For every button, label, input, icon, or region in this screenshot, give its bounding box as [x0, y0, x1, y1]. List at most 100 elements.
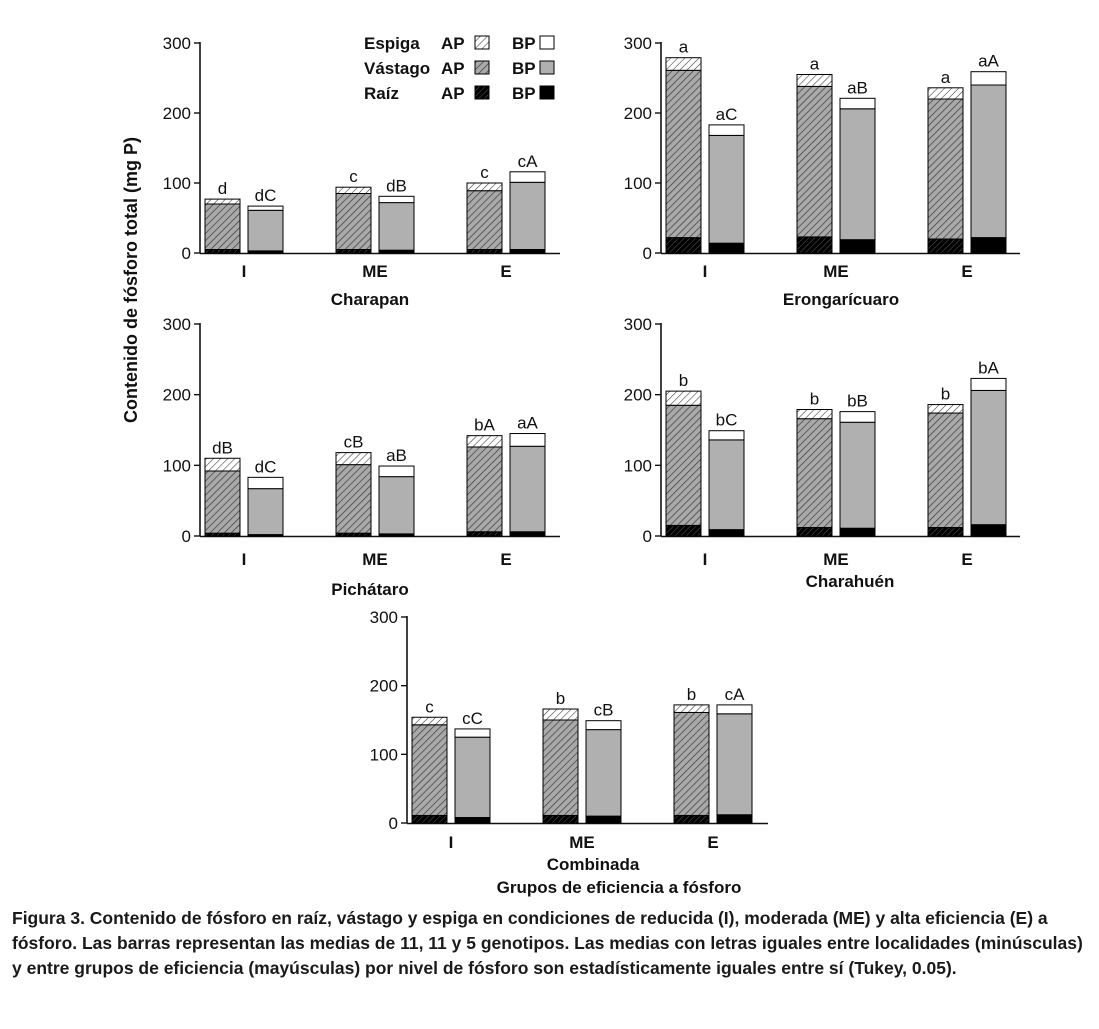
- panel-5-y-tick-label: 0: [389, 814, 398, 833]
- panel-1-bar-ap-me-spike: [335, 186, 372, 194]
- panel-1-bar-ap-e-stem: [466, 190, 503, 250]
- legend-label-raiz: Raíz: [364, 84, 399, 103]
- panel-2-bar-bp-me-spike: [839, 97, 876, 110]
- panel-5-bar-ap-me-root: [542, 814, 579, 824]
- panel-5-bar-ap-e-stem: [673, 711, 710, 816]
- panel-2-bar-ap-e-stem: [927, 98, 964, 240]
- panel-1-bar-bp-me-stem: [378, 202, 415, 251]
- panel-5-bar-bp-i-root: [454, 817, 491, 824]
- legend-label-espiga: Espiga: [364, 34, 420, 53]
- panel-4-bar-bp-e-root: [970, 524, 1007, 537]
- panel-2-category-label: I: [703, 262, 708, 281]
- panel-2-category-label: E: [961, 262, 972, 281]
- panel-3-letter-bp-me: aB: [386, 446, 407, 465]
- panel-1-chart: 0 100 200 300 d dC Ic dB ME c cA E Charapan: [163, 34, 560, 309]
- panel-2-letter-bp-me: aB: [847, 78, 868, 97]
- panel-5-bar-ap-i-spike: [411, 716, 448, 726]
- panel-2-bar-ap-e-spike: [927, 87, 964, 100]
- panel-1-letter-ap-e: c: [480, 163, 489, 182]
- panel-1-bar-ap-i-stem: [204, 203, 241, 250]
- panel-2-letter-ap-e: a: [941, 68, 951, 87]
- panel-3-letter-bp-i: dC: [255, 457, 277, 476]
- legend-swatch-espiga-bp: [539, 35, 555, 50]
- panel-1-letter-bp-i: dC: [255, 186, 277, 205]
- panel-4-letter-bp-i: bC: [716, 411, 738, 430]
- panel-3-category-label: I: [242, 550, 247, 569]
- legend-swatch-vastago-ap: [474, 60, 490, 75]
- panel-2-bar-bp-i-stem: [708, 134, 745, 244]
- panel-4-bar-ap-e-root: [927, 527, 964, 537]
- panel-3-bar-ap-me-spike: [335, 452, 372, 466]
- panel-3-bar-ap-i-spike: [204, 457, 241, 472]
- panel-1-y-tick-label: 300: [163, 34, 191, 53]
- panel-5-bar-bp-i-spike: [454, 728, 491, 738]
- panel-3-y-tick-label: 100: [163, 456, 191, 475]
- panel-5-bar-bp-e-root: [716, 814, 753, 824]
- panel-4-category-label: E: [961, 550, 972, 569]
- panel-3-bar-ap-e-stem: [466, 446, 503, 533]
- panel-4-bar-bp-i-root: [708, 529, 745, 537]
- y-axis-label: Contenido de fósforo total (mg P): [121, 137, 141, 423]
- panel-5-bar-ap-me-stem: [542, 719, 579, 816]
- panel-5-letter-ap-i: c: [425, 697, 434, 716]
- panel-1-category-label: E: [500, 262, 511, 281]
- panel-4-letter-ap-i: b: [679, 371, 688, 390]
- panel-5-bar-ap-me-spike: [542, 708, 579, 721]
- panel-2-bar-ap-me-stem: [796, 85, 833, 238]
- panel-2-category-label: ME: [823, 262, 849, 281]
- panel-1-y-tick-label: 200: [163, 104, 191, 123]
- legend: Espiga AP BP Vástago AP BP Raíz AP BP: [364, 34, 555, 103]
- panel-5-bar-bp-me-root: [585, 815, 622, 824]
- panel-2-bar-bp-me-stem: [839, 108, 876, 241]
- panel-1-category-label: I: [242, 262, 247, 281]
- panel-3-bar-ap-me-stem: [335, 464, 372, 534]
- x-axis-label: Grupos de eficiencia a fósforo: [497, 878, 742, 897]
- panels: 0 100 200 300 d dC Ic dB ME c cA E Charapan 0 100 200 30…: [163, 34, 1020, 874]
- panel-4-category-label: ME: [823, 550, 849, 569]
- panel-5-letter-bp-e: cA: [725, 685, 746, 704]
- panel-5-bar-ap-i-stem: [411, 724, 448, 816]
- panel-5-category-label: ME: [569, 833, 595, 852]
- panel-2-title: Erongarícuaro: [783, 290, 899, 309]
- panel-2-y-tick-label: 0: [643, 244, 652, 263]
- panel-3-bar-bp-e-stem: [509, 445, 546, 533]
- panel-3-y-tick-label: 300: [163, 315, 191, 334]
- panel-1-bar-ap-e-root: [466, 249, 503, 254]
- panel-3-bar-ap-e-root: [466, 531, 503, 537]
- panel-3-bar-bp-me-stem: [378, 476, 415, 535]
- panel-2-y-tick-label: 200: [624, 104, 652, 123]
- panel-5-y-tick-label: 200: [370, 677, 398, 696]
- panel-4-bar-ap-me-stem: [796, 418, 833, 529]
- panel-2-bar-ap-me-root: [796, 236, 833, 254]
- panel-5-bar-bp-e-stem: [716, 713, 753, 816]
- panel-3-bar-bp-e-spike: [509, 433, 546, 447]
- panel-3-y-tick-label: 0: [182, 527, 191, 546]
- legend-ap-espiga: AP: [441, 34, 465, 53]
- panel-3-bar-ap-i-stem: [204, 470, 241, 534]
- panel-4-bar-bp-me-spike: [839, 411, 876, 423]
- panel-2-bar-bp-i-root: [708, 242, 745, 254]
- legend-bp-espiga: BP: [512, 34, 536, 53]
- panel-2-bar-ap-i-root: [665, 237, 702, 254]
- panel-5-letter-bp-i: cC: [462, 709, 483, 728]
- panel-1-y-tick-label: 0: [182, 244, 191, 263]
- panel-4-category-label: I: [703, 550, 708, 569]
- panel-5-letter-ap-me: b: [556, 689, 565, 708]
- panel-4-bar-ap-i-stem: [665, 404, 702, 526]
- panel-3-category-label: E: [500, 550, 511, 569]
- panel-1-bar-ap-i-spike: [204, 198, 241, 205]
- panel-2-bar-ap-i-stem: [665, 69, 702, 239]
- panel-3-letter-ap-i: dB: [212, 438, 233, 457]
- panel-5-title: Combinada: [547, 855, 640, 874]
- panel-4-bar-ap-me-root: [796, 527, 833, 537]
- panel-4-bar-bp-i-spike: [708, 430, 745, 441]
- panel-5-letter-ap-e: b: [687, 685, 696, 704]
- panel-1-title: Charapan: [331, 290, 409, 309]
- panel-4-bar-bp-i-stem: [708, 439, 745, 531]
- panel-4-title: Charahuén: [806, 572, 895, 591]
- legend-label-vastago: Vástago: [364, 59, 430, 78]
- legend-bp-vastago: BP: [512, 59, 536, 78]
- panel-1-bar-bp-e-spike: [509, 171, 546, 183]
- panel-2-bar-bp-e-spike: [970, 71, 1007, 86]
- panel-5-bar-bp-me-stem: [585, 729, 622, 817]
